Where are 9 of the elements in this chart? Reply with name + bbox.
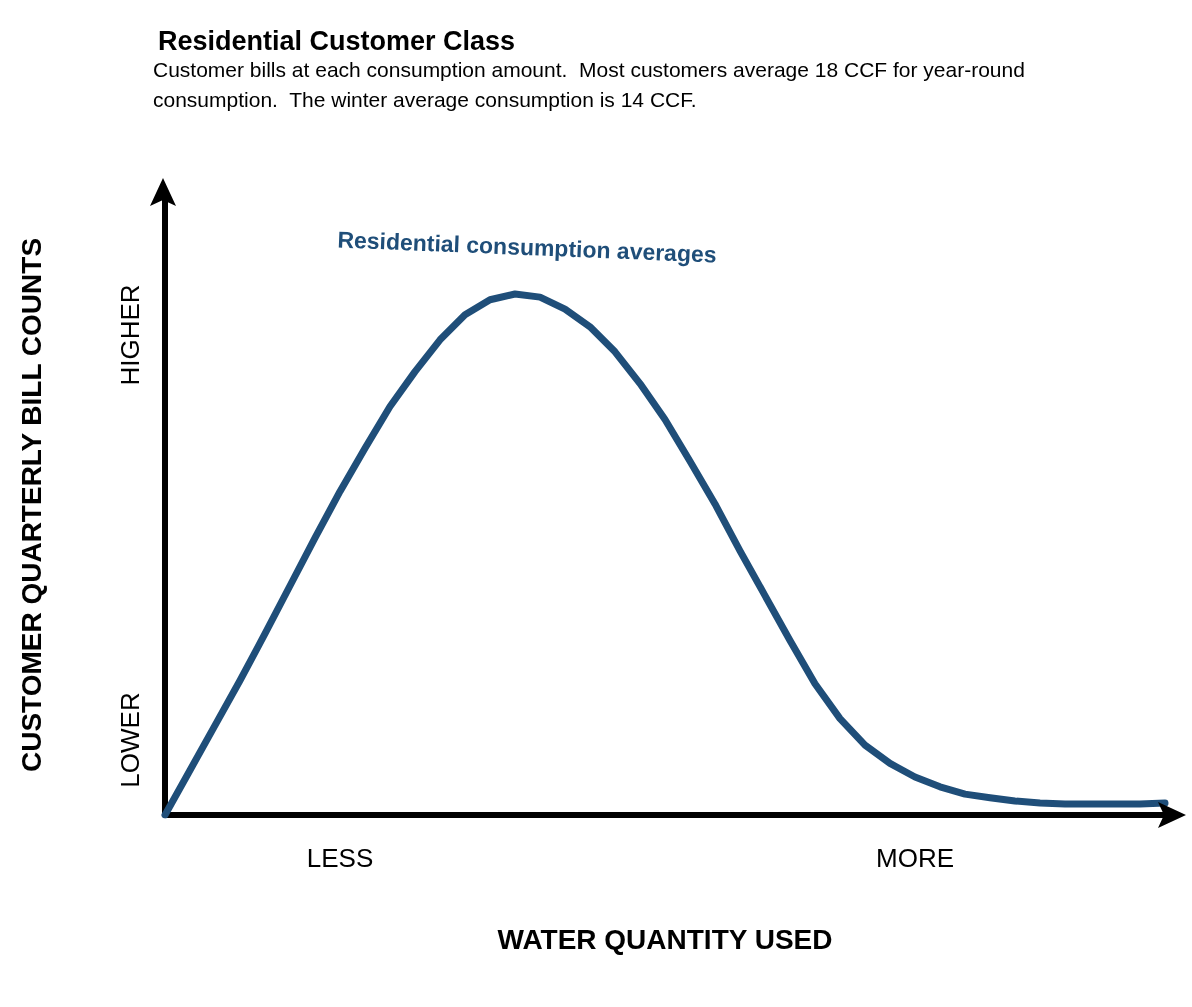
x-tick-label: MORE	[876, 843, 954, 873]
text: HIGHER	[115, 284, 145, 386]
text: Residential consumption averages	[336, 226, 718, 268]
text: LOWER	[115, 692, 145, 788]
chart-subtitle: Customer bills at each consumption amount. Most customers average 18 CCF for year-round consumption. The winter average consumption is 14 CCF.	[153, 57, 1031, 111]
chart-title: Residential Customer Class	[158, 25, 516, 56]
x-axis-title: WATER QUANTITY USED	[497, 923, 833, 955]
y-axis-title: CUSTOMER QUARTERLY BILL COUNTS	[15, 237, 47, 773]
x-tick-label: LESS	[306, 843, 374, 873]
